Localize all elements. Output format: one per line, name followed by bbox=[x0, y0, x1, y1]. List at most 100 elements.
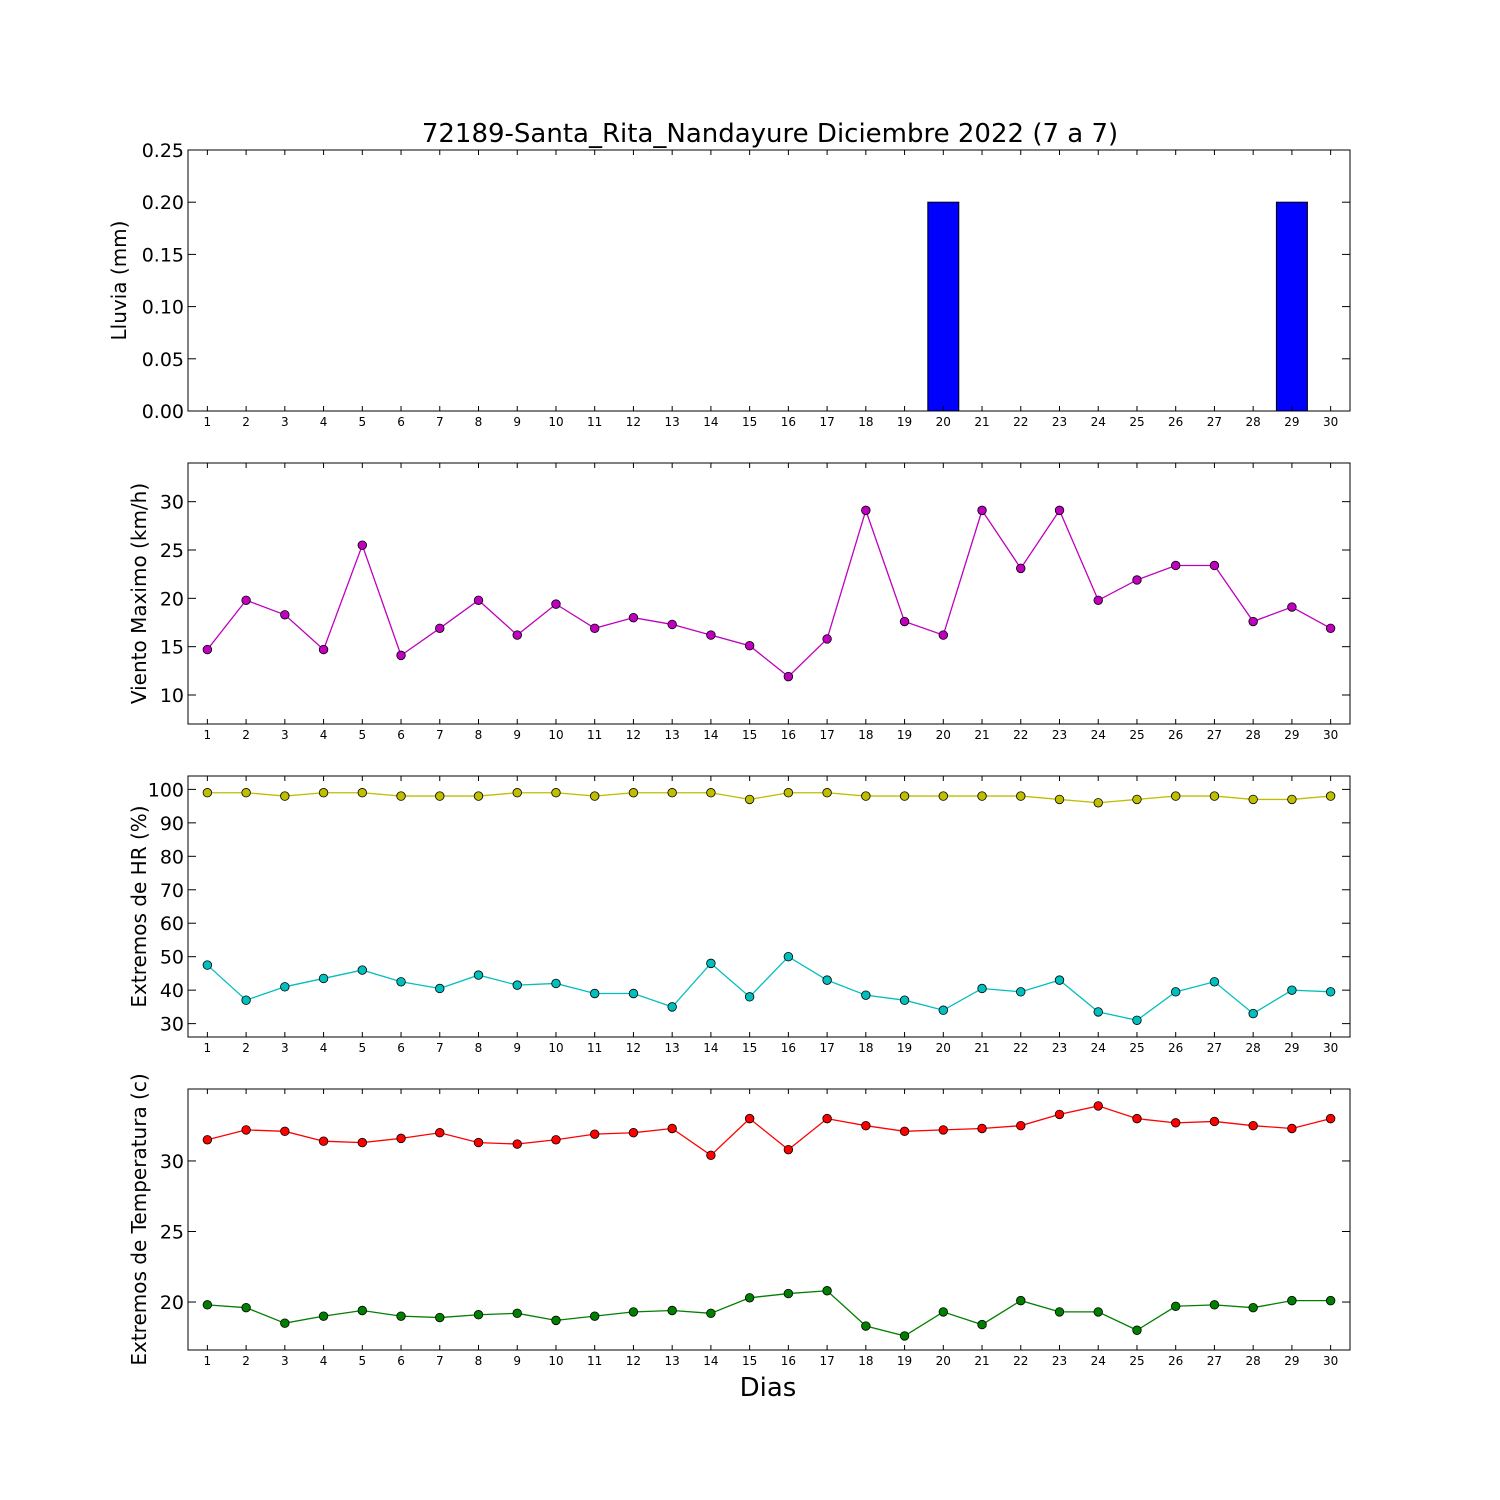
panel-temperature: 1 2 3 4 5 6 7 8 9 10 11 12 13 14 15 16 17 18 19 20 21 22 23 24 2… bbox=[127, 1073, 1351, 1368]
humidity-series-2-point-3 bbox=[280, 982, 290, 992]
humidity-series-2-point-10 bbox=[551, 978, 561, 989]
wind-x-tick-label-26: 26 bbox=[1168, 728, 1183, 742]
humidity-series-2-point-18 bbox=[861, 990, 871, 1000]
humidity-x-tick-label-5: 5 bbox=[358, 1041, 366, 1055]
rain-x-tick-label-27: 27 bbox=[1207, 415, 1222, 429]
temperature-series-2-point-30 bbox=[1325, 1295, 1336, 1306]
wind-series-1-point-5 bbox=[357, 540, 368, 550]
temperature-series-2-point-17 bbox=[822, 1286, 832, 1296]
humidity-series-1-point-24 bbox=[1093, 798, 1103, 808]
temperature-series-1-point-14 bbox=[706, 1150, 716, 1161]
humidity-series-2-point-20 bbox=[938, 1005, 949, 1015]
humidity-x-tick-label-1: 1 bbox=[204, 1041, 212, 1055]
temperature-y-axis-label: Extremos de Temperatura (c) bbox=[127, 1073, 151, 1365]
temperature-series-1-point-5 bbox=[357, 1137, 368, 1148]
wind-x-tick-label-19: 19 bbox=[897, 728, 912, 742]
humidity-series-2-point-19 bbox=[899, 995, 910, 1005]
temperature-series-2-point-16 bbox=[783, 1288, 794, 1299]
wind-x-tick-label-15: 15 bbox=[742, 728, 757, 742]
humidity-series-1-point-15 bbox=[744, 794, 755, 805]
wind-series-1-point-20 bbox=[938, 630, 949, 640]
humidity-x-tick-label-10: 10 bbox=[548, 1041, 563, 1055]
rain-x-tick-label-10: 10 bbox=[548, 415, 563, 429]
humidity-x-tick-label-11: 11 bbox=[587, 1041, 602, 1055]
humidity-y-tick-label-6: 80 bbox=[160, 846, 184, 868]
temperature-x-tick-label-6: 6 bbox=[397, 1354, 405, 1368]
humidity-y-tick-label-4: 60 bbox=[160, 913, 184, 935]
humidity-series-2-line bbox=[206, 955, 1331, 1021]
humidity-x-tick-label-22: 22 bbox=[1013, 1041, 1028, 1055]
wind-x-tick-label-11: 11 bbox=[587, 728, 602, 742]
temperature-series-2-point-24 bbox=[1093, 1307, 1103, 1317]
wind-series-1-point-1 bbox=[202, 644, 213, 655]
temperature-x-tick-label-29: 29 bbox=[1284, 1354, 1299, 1368]
wind-x-tick-label-12: 12 bbox=[626, 728, 641, 742]
humidity-series-2-point-5 bbox=[357, 965, 368, 975]
temperature-x-tick-label-2: 2 bbox=[242, 1354, 250, 1368]
x-axis-label: Dias bbox=[740, 1373, 797, 1403]
wind-x-tick-label-23: 23 bbox=[1052, 728, 1067, 742]
rain-x-tick-label-1: 1 bbox=[204, 415, 212, 429]
wind-series-1-point-23 bbox=[1054, 505, 1065, 516]
wind-x-tick-label-29: 29 bbox=[1284, 728, 1299, 742]
temperature-x-tick-label-10: 10 bbox=[548, 1354, 563, 1368]
humidity-series-2-point-6 bbox=[396, 977, 406, 987]
temperature-series-2-point-25 bbox=[1132, 1325, 1142, 1335]
temperature-series-1-point-16 bbox=[783, 1144, 794, 1155]
rain-x-tick-label-18: 18 bbox=[858, 415, 873, 429]
humidity-series-1-point-29 bbox=[1287, 794, 1297, 805]
rain-x-tick-label-17: 17 bbox=[819, 415, 834, 429]
temperature-x-tick-label-17: 17 bbox=[819, 1354, 834, 1368]
temperature-series-2-point-20 bbox=[938, 1307, 949, 1317]
temperature-y-tick-label-1: 20 bbox=[160, 1292, 184, 1314]
humidity-series-2-point-11 bbox=[590, 988, 600, 999]
humidity-series-2-point-21 bbox=[977, 983, 987, 994]
wind-y-tick-label-2: 15 bbox=[160, 637, 184, 659]
humidity-series-2-point-28 bbox=[1248, 1008, 1258, 1019]
temperature-series-1-point-30 bbox=[1325, 1113, 1336, 1124]
humidity-series-2-point-29 bbox=[1287, 985, 1297, 995]
rain-plot-frame bbox=[187, 149, 1351, 412]
wind-series-1-point-24 bbox=[1093, 595, 1103, 605]
wind-x-tick-label-1: 1 bbox=[204, 728, 212, 742]
wind-x-tick-label-25: 25 bbox=[1129, 728, 1144, 742]
wind-x-tick-label-3: 3 bbox=[281, 728, 289, 742]
wind-x-tick-label-28: 28 bbox=[1246, 728, 1261, 742]
humidity-series-2-point-23 bbox=[1054, 975, 1065, 985]
humidity-x-tick-label-18: 18 bbox=[858, 1041, 873, 1055]
temperature-series-2-point-22 bbox=[1016, 1295, 1026, 1306]
humidity-x-tick-label-16: 16 bbox=[781, 1041, 796, 1055]
temperature-x-tick-label-25: 25 bbox=[1129, 1354, 1144, 1368]
temperature-series-1-point-4 bbox=[318, 1136, 329, 1146]
temperature-x-tick-label-7: 7 bbox=[436, 1354, 444, 1368]
wind-series-1-point-21 bbox=[977, 505, 987, 516]
humidity-series-1-point-27 bbox=[1209, 791, 1220, 801]
wind-series-1-line bbox=[206, 508, 1331, 678]
humidity-y-tick-label-7: 90 bbox=[160, 813, 184, 835]
temperature-x-tick-label-22: 22 bbox=[1013, 1354, 1028, 1368]
humidity-series-1-point-17 bbox=[822, 788, 832, 798]
temperature-series-2-point-23 bbox=[1054, 1307, 1065, 1317]
rain-y-tick-label-4: 0.15 bbox=[142, 244, 184, 266]
temperature-x-tick-label-26: 26 bbox=[1168, 1354, 1183, 1368]
temperature-x-tick-label-21: 21 bbox=[974, 1354, 989, 1368]
temperature-series-2-point-2 bbox=[241, 1302, 251, 1313]
temperature-series-1-point-28 bbox=[1248, 1120, 1258, 1131]
humidity-series-2-point-17 bbox=[822, 975, 832, 985]
humidity-y-tick-label-2: 40 bbox=[160, 980, 184, 1002]
temperature-x-tick-label-28: 28 bbox=[1246, 1354, 1261, 1368]
humidity-series-2-point-25 bbox=[1132, 1015, 1142, 1025]
wind-series-1-point-9 bbox=[512, 630, 522, 640]
wind-series-1-point-13 bbox=[667, 619, 677, 630]
temperature-x-tick-label-11: 11 bbox=[587, 1354, 602, 1368]
wind-x-tick-label-27: 27 bbox=[1207, 728, 1222, 742]
rain-x-tick-label-16: 16 bbox=[781, 415, 796, 429]
temperature-series-1-point-26 bbox=[1170, 1118, 1181, 1128]
temperature-series-1-point-3 bbox=[280, 1126, 290, 1137]
temperature-series-2-point-26 bbox=[1170, 1301, 1181, 1311]
rain-x-tick-label-25: 25 bbox=[1129, 415, 1144, 429]
humidity-series-1-point-9 bbox=[512, 788, 522, 798]
humidity-x-tick-label-29: 29 bbox=[1284, 1041, 1299, 1055]
figure-title: 72189-Santa_Rita_Nandayure Diciembre 202… bbox=[422, 119, 1118, 149]
wind-series-1-point-14 bbox=[706, 630, 716, 640]
